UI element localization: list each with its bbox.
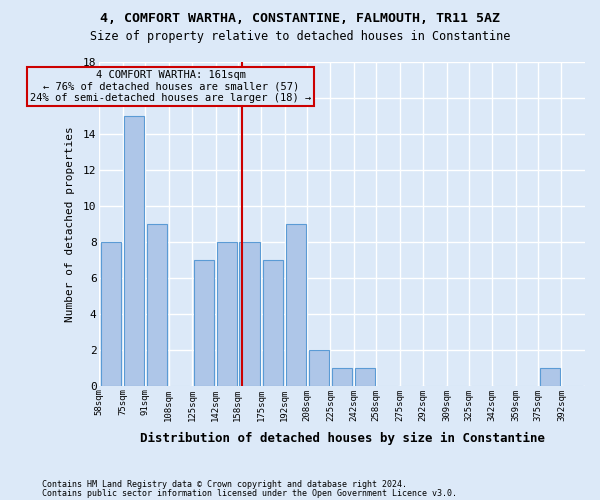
X-axis label: Distribution of detached houses by size in Constantine: Distribution of detached houses by size … [140, 432, 545, 445]
Text: Contains public sector information licensed under the Open Government Licence v3: Contains public sector information licen… [42, 488, 457, 498]
Bar [239, 242, 260, 386]
Bar [124, 116, 144, 386]
Y-axis label: Number of detached properties: Number of detached properties [65, 126, 75, 322]
Text: 4, COMFORT WARTHA, CONSTANTINE, FALMOUTH, TR11 5AZ: 4, COMFORT WARTHA, CONSTANTINE, FALMOUTH… [100, 12, 500, 26]
Bar [194, 260, 214, 386]
Bar [539, 368, 560, 386]
Bar [308, 350, 329, 386]
Bar [286, 224, 306, 386]
Bar [147, 224, 167, 386]
Bar [101, 242, 121, 386]
Text: Contains HM Land Registry data © Crown copyright and database right 2024.: Contains HM Land Registry data © Crown c… [42, 480, 407, 489]
Bar [355, 368, 375, 386]
Text: 4 COMFORT WARTHA: 161sqm
← 76% of detached houses are smaller (57)
24% of semi-d: 4 COMFORT WARTHA: 161sqm ← 76% of detach… [30, 70, 311, 103]
Bar [332, 368, 352, 386]
Bar [263, 260, 283, 386]
Text: Size of property relative to detached houses in Constantine: Size of property relative to detached ho… [90, 30, 510, 43]
Bar [217, 242, 237, 386]
